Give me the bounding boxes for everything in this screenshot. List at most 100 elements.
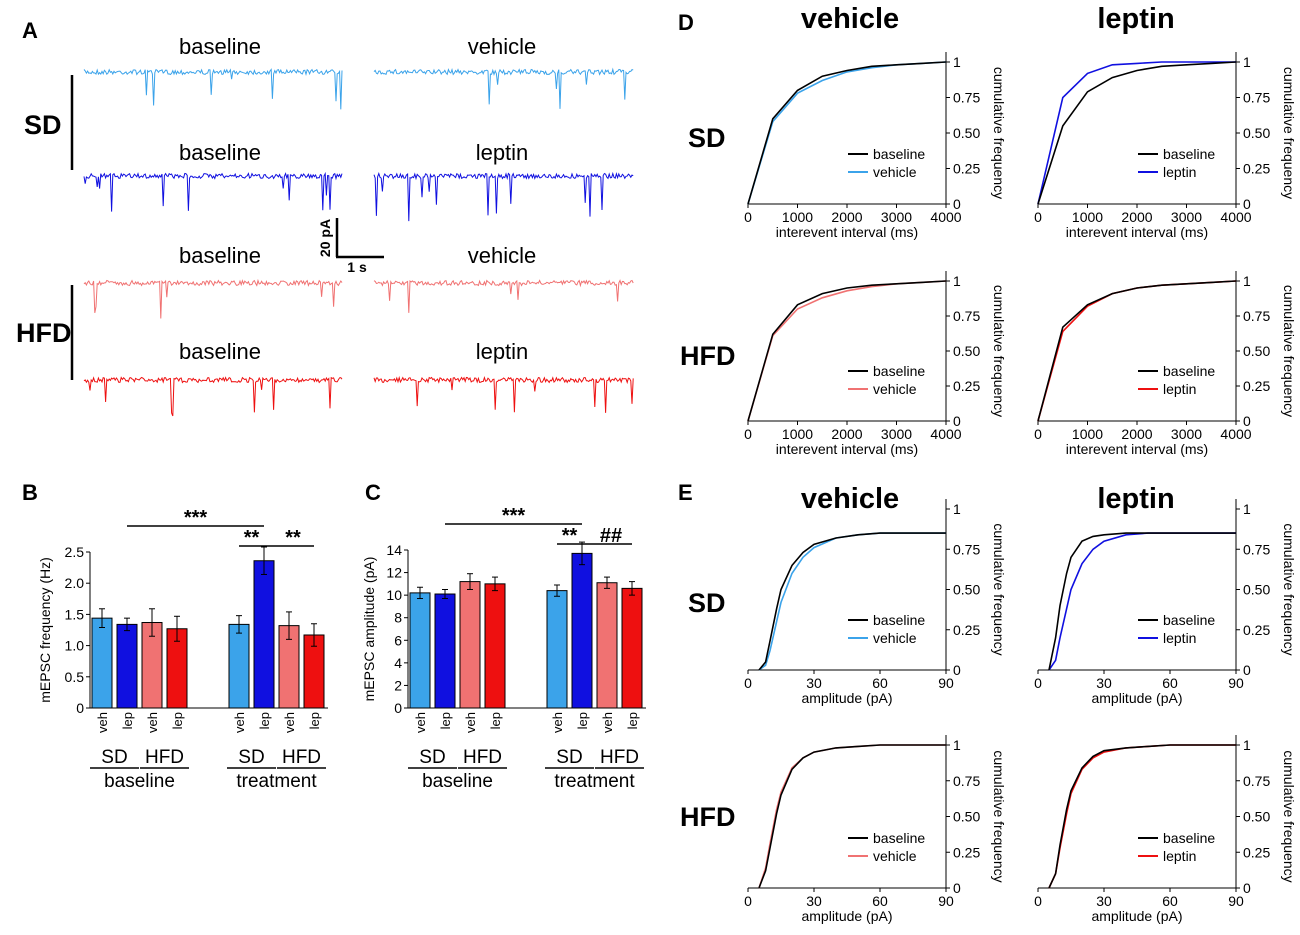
y-tick-label: 0 bbox=[953, 413, 961, 429]
bar-label: veh bbox=[282, 712, 297, 733]
panel-e-row-label-hfd: HFD bbox=[680, 802, 736, 832]
mepsc-traces bbox=[83, 67, 634, 417]
y-tick-label: 1 bbox=[953, 501, 961, 517]
diet-label: HFD bbox=[600, 747, 639, 768]
y-tick-label: 1.5 bbox=[65, 606, 85, 622]
series-line-baseline bbox=[747, 280, 947, 422]
y-tick-label: 0.50 bbox=[1243, 582, 1270, 598]
x-tick-label: 0 bbox=[744, 675, 752, 691]
bar-8 bbox=[621, 587, 643, 709]
y-tick-label: 0 bbox=[953, 662, 961, 678]
x-axis-title: interevent interval (ms) bbox=[776, 441, 918, 457]
x-tick-label: 2000 bbox=[831, 209, 862, 225]
legend-label-vehicle: vehicle bbox=[873, 164, 917, 180]
diet-label: SD bbox=[238, 747, 264, 768]
cum-plot-d-sd-vehicle: 0 1000 2000 3000 400000.250.500.751intereven… bbox=[744, 52, 1007, 240]
y-tick-label: 0.75 bbox=[953, 773, 980, 789]
x-tick-label: 1000 bbox=[782, 426, 813, 442]
legend-label-baseline: baseline bbox=[873, 363, 925, 379]
y-axis-title: cumulative frequency bbox=[991, 285, 1007, 417]
x-axis-title: amplitude (pA) bbox=[1091, 908, 1182, 924]
bar-label: lep bbox=[438, 712, 453, 729]
trace-row3-baseline bbox=[83, 278, 343, 319]
y-tick-label: 0 bbox=[76, 700, 84, 716]
diet-label: SD bbox=[419, 747, 445, 768]
y-tick-label: 0.25 bbox=[1243, 378, 1270, 394]
series-line-baseline bbox=[1048, 532, 1236, 671]
bar-1 bbox=[409, 592, 431, 709]
bar-2 bbox=[116, 623, 138, 709]
series-line-baseline bbox=[758, 532, 946, 671]
panel-e-letter: E bbox=[678, 480, 693, 505]
x-tick-label: 60 bbox=[872, 893, 888, 909]
panel-a-letter: A bbox=[22, 18, 38, 43]
y-tick-label: 2.5 bbox=[65, 544, 85, 560]
series-line-baseline bbox=[1037, 280, 1237, 422]
y-tick-label: 1 bbox=[1243, 54, 1251, 70]
series-line-leptin bbox=[1037, 61, 1236, 205]
x-tick-label: 3000 bbox=[1171, 426, 1202, 442]
legend-label-leptin: leptin bbox=[1163, 381, 1196, 397]
panel-a: A SD HFD baseline vehicle baseline lepti… bbox=[16, 18, 634, 417]
bar-5 bbox=[228, 623, 250, 709]
x-tick-label: 0 bbox=[1034, 893, 1042, 909]
series-line-vehicle bbox=[747, 61, 947, 205]
y-tick-label: 6 bbox=[394, 632, 402, 648]
diet-label: HFD bbox=[282, 747, 321, 768]
y-tick-label: 1 bbox=[1243, 737, 1251, 753]
x-tick-label: 60 bbox=[1162, 675, 1178, 691]
y-tick-label: 10 bbox=[386, 587, 402, 603]
legend-label-baseline: baseline bbox=[873, 146, 925, 162]
sig-label: ## bbox=[600, 525, 622, 547]
bar-label: lep bbox=[120, 712, 135, 729]
y-tick-label: 0 bbox=[1243, 413, 1251, 429]
x-tick-label: 3000 bbox=[881, 209, 912, 225]
y-tick-label: 0.50 bbox=[953, 582, 980, 598]
series-line-baseline bbox=[1048, 744, 1236, 889]
y-tick-label: 1 bbox=[953, 273, 961, 289]
x-tick-label: 1000 bbox=[782, 209, 813, 225]
x-tick-label: 4000 bbox=[930, 426, 961, 442]
y-tick-label: 1 bbox=[1243, 273, 1251, 289]
y-axis-title: cumulative frequency bbox=[1281, 523, 1297, 655]
x-axis-title: interevent interval (ms) bbox=[1066, 224, 1208, 240]
series-line-vehicle bbox=[747, 280, 947, 422]
y-tick-label: 4 bbox=[394, 655, 402, 671]
diet-label: HFD bbox=[463, 747, 502, 768]
panel-d-row-label-sd: SD bbox=[688, 123, 726, 153]
hfd-group-label: HFD bbox=[16, 318, 72, 348]
y-tick-label: 0.75 bbox=[1243, 773, 1270, 789]
y-tick-label: 0.50 bbox=[953, 125, 980, 141]
x-tick-label: 60 bbox=[1162, 893, 1178, 909]
y-tick-label: 0.75 bbox=[1243, 541, 1270, 557]
bar-label: veh bbox=[95, 712, 110, 733]
x-tick-label: 30 bbox=[1096, 893, 1112, 909]
y-tick-label: 0.75 bbox=[953, 541, 980, 557]
x-tick-label: 0 bbox=[744, 893, 752, 909]
bar-label: veh bbox=[145, 712, 160, 733]
x-tick-label: 1000 bbox=[1072, 209, 1103, 225]
bar-6 bbox=[571, 552, 593, 709]
bar-6 bbox=[253, 560, 275, 709]
legend-label-baseline: baseline bbox=[1163, 363, 1215, 379]
series-line-leptin bbox=[1037, 280, 1237, 422]
scale-bar-y-label: 20 pA bbox=[317, 219, 333, 257]
bar-label: veh bbox=[550, 712, 565, 733]
phase-label: treatment bbox=[554, 771, 635, 792]
diet-label: SD bbox=[556, 747, 582, 768]
y-tick-label: 2 bbox=[394, 677, 402, 693]
x-tick-label: 30 bbox=[806, 675, 822, 691]
panel-e: E vehicle leptin SD HFD bbox=[678, 480, 1175, 832]
y-tick-label: 12 bbox=[386, 565, 402, 581]
sig-label: *** bbox=[184, 507, 208, 529]
x-tick-label: 90 bbox=[938, 675, 954, 691]
y-tick-label: 1 bbox=[953, 54, 961, 70]
panel-d-col-title-vehicle: vehicle bbox=[801, 3, 899, 35]
trace-row4-leptin bbox=[373, 375, 634, 413]
bar-2 bbox=[434, 593, 456, 709]
x-tick-label: 2000 bbox=[831, 426, 862, 442]
x-tick-label: 0 bbox=[744, 426, 752, 442]
